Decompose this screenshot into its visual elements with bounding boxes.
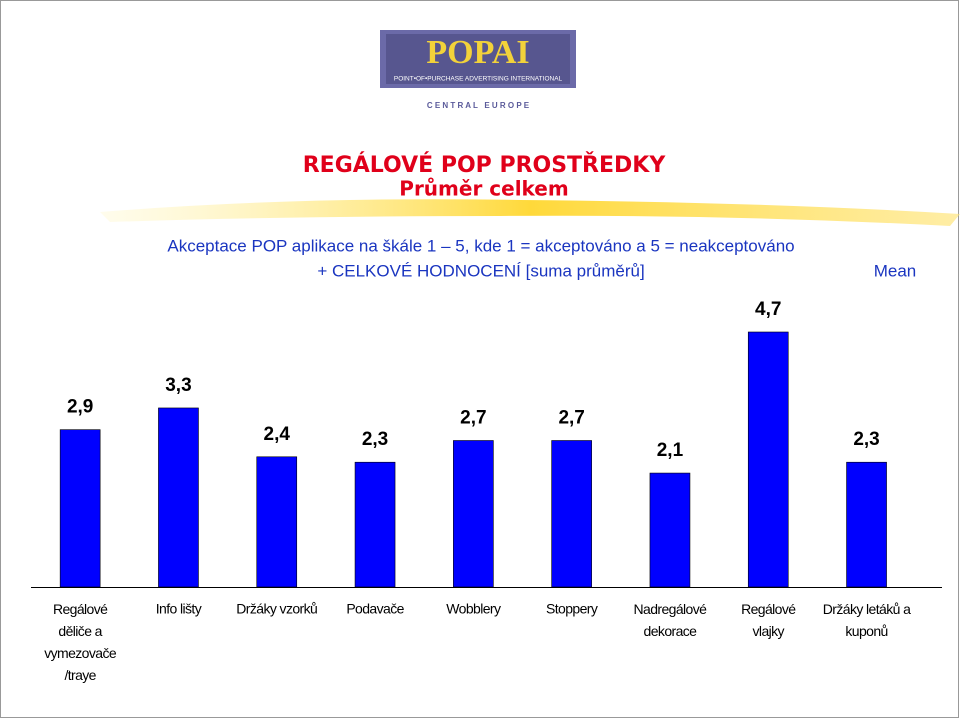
- x-tick-label: Držáky letáků a kuponů: [823, 601, 911, 639]
- bar: [59, 429, 101, 588]
- bar: [649, 472, 691, 588]
- brush-stroke: [100, 199, 960, 226]
- logo-line2: C E N T R A L E U R O P E: [427, 101, 530, 110]
- logo-line1: POINT•OF•PURCHASE ADVERTISING INTERNATIO…: [394, 76, 563, 83]
- description: + CELKOVÉ HODNOCENÍ [suma průměrů]: [317, 261, 644, 280]
- data-label: 2,7: [460, 408, 486, 429]
- data-label: 2,3: [362, 429, 388, 450]
- x-tick-label: Regálové děliče a vymezovače/traye: [44, 601, 117, 683]
- x-tick-label: Nadregálové dekorace: [634, 601, 708, 639]
- bar: [747, 331, 789, 588]
- data-label: 2,7: [558, 408, 584, 429]
- logo: POPAI POINT•OF•PURCHASE ADVERTISING INTE…: [380, 30, 576, 110]
- data-label: 2,1: [657, 440, 684, 461]
- logo-inner: [386, 34, 570, 84]
- bar: [453, 440, 494, 588]
- bar: [354, 461, 396, 588]
- chart-subtitle: Průměr celkem: [399, 177, 568, 201]
- data-label: 2,3: [853, 429, 879, 450]
- legend-entry: Mean: [874, 261, 917, 280]
- x-tick-label: Regálové vlajky: [741, 601, 796, 639]
- bar: [256, 456, 298, 588]
- x-tick-label: Wobblery: [446, 601, 501, 617]
- x-tick-label: Info lišty: [156, 601, 202, 617]
- chart-title: REGÁLOVÉ POP PROSTŘEDKY: [303, 152, 667, 178]
- x-tick-label: Stoppery: [546, 601, 598, 617]
- bar: [551, 440, 592, 588]
- data-label: 2,9: [67, 397, 93, 418]
- x-tick-label: Podavače: [346, 601, 404, 617]
- description: Akceptace POP aplikace na škále 1 – 5, k…: [167, 236, 794, 255]
- x-tick-label: Držáky vzorků: [236, 601, 317, 617]
- bar: [846, 461, 887, 588]
- data-label: 2,4: [264, 424, 291, 445]
- logo-name: POPAI: [426, 34, 529, 71]
- data-label: 3,3: [165, 375, 191, 396]
- bar: [158, 407, 199, 588]
- data-label: 4,7: [755, 299, 781, 320]
